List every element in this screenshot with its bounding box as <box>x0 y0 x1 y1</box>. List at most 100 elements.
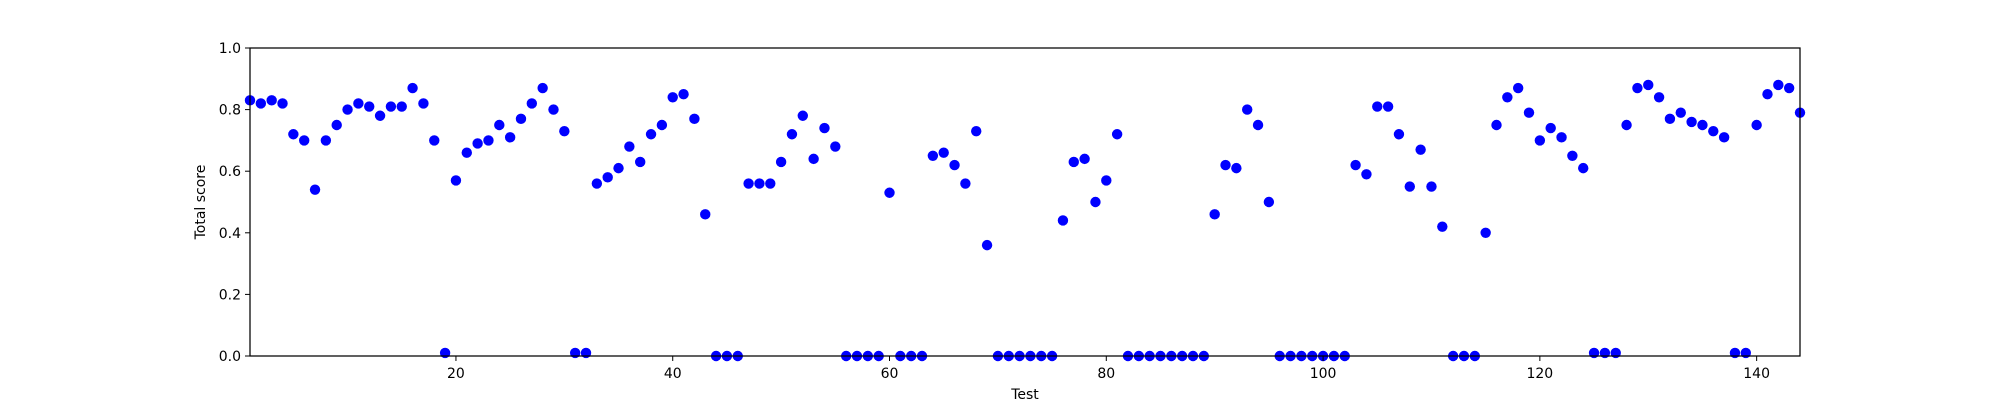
x-tick-label: 60 <box>881 366 899 382</box>
data-point <box>1773 79 1784 91</box>
data-point <box>971 125 982 137</box>
data-point <box>1751 119 1762 131</box>
data-point <box>1361 169 1372 180</box>
data-point <box>927 150 939 161</box>
data-point <box>1762 89 1773 100</box>
data-point <box>364 101 375 112</box>
data-point <box>1090 196 1101 208</box>
data-point <box>624 141 635 152</box>
x-axis-title: Test <box>1010 387 1039 400</box>
x-axis-ticks: 20 40 60 80 100 120 140 <box>447 356 1770 382</box>
data-point <box>255 98 267 109</box>
data-point <box>548 104 559 115</box>
x-tick-label: 40 <box>664 366 682 382</box>
data-point <box>331 119 342 131</box>
x-tick-label: 80 <box>1097 366 1115 382</box>
data-point <box>298 135 310 146</box>
data-point <box>277 98 288 109</box>
data-point <box>266 95 277 106</box>
data-point <box>830 141 841 152</box>
data-point <box>1382 101 1394 112</box>
data-point <box>1057 215 1069 226</box>
data-point <box>494 119 505 131</box>
data-point <box>1372 101 1383 112</box>
data-point <box>775 156 787 168</box>
data-point <box>1675 107 1686 118</box>
data-point <box>374 110 386 121</box>
data-point <box>754 178 765 189</box>
data-point <box>309 184 321 195</box>
data-point <box>1578 162 1589 174</box>
data-point <box>960 178 971 189</box>
y-tick-label: 1.0 <box>219 41 241 57</box>
data-point <box>700 209 711 220</box>
data-point <box>385 101 397 112</box>
data-point <box>765 178 776 189</box>
data-point <box>418 98 429 109</box>
data-point <box>1697 119 1708 131</box>
data-point <box>526 98 538 109</box>
data-point <box>407 82 418 94</box>
data-point <box>1220 159 1231 171</box>
data-point <box>786 129 798 140</box>
data-points <box>244 79 1806 362</box>
data-point <box>1686 116 1697 128</box>
data-point <box>1480 227 1491 238</box>
data-point <box>1491 119 1502 131</box>
data-point <box>667 92 678 103</box>
data-point <box>1263 196 1275 208</box>
y-axis-title: Total score <box>193 165 209 241</box>
data-point <box>602 172 613 183</box>
data-point <box>515 113 527 125</box>
data-point <box>1653 92 1665 103</box>
x-tick-label: 100 <box>1310 366 1337 382</box>
data-point <box>678 89 689 100</box>
x-tick-label: 20 <box>447 366 465 382</box>
data-point <box>1523 107 1535 118</box>
data-point <box>1437 221 1448 232</box>
data-point <box>1567 150 1578 161</box>
data-point <box>559 125 570 137</box>
data-point <box>1664 113 1676 125</box>
data-point <box>396 101 407 112</box>
data-point <box>483 135 494 146</box>
data-point <box>429 135 440 146</box>
data-point <box>1426 181 1437 192</box>
data-point <box>342 104 353 115</box>
y-tick-label: 0.6 <box>219 164 241 180</box>
data-point <box>1718 132 1730 143</box>
data-point <box>743 178 754 189</box>
y-tick-label: 0.8 <box>219 103 241 119</box>
data-point <box>819 122 830 134</box>
data-point <box>1404 181 1415 192</box>
data-point <box>949 159 960 171</box>
data-point <box>1643 79 1654 91</box>
data-point <box>537 82 548 94</box>
data-point <box>450 175 462 186</box>
data-point <box>1545 122 1556 134</box>
y-axis-ticks: 0.0 0.2 0.4 0.6 0.8 1.0 <box>219 41 250 365</box>
x-tick-label: 120 <box>1526 366 1553 382</box>
y-tick-label: 0.4 <box>219 226 241 242</box>
data-point <box>288 129 299 140</box>
x-tick-label: 140 <box>1743 366 1770 382</box>
data-point <box>1534 135 1546 146</box>
data-point <box>1252 119 1264 131</box>
data-point <box>1512 82 1524 94</box>
data-point <box>981 239 993 251</box>
data-point <box>797 110 808 121</box>
data-point <box>1502 92 1513 103</box>
data-point <box>808 153 819 165</box>
data-point <box>1231 162 1242 174</box>
data-point <box>1621 119 1632 131</box>
data-point <box>1101 175 1112 186</box>
data-point <box>461 147 472 158</box>
data-point <box>635 156 646 168</box>
data-point <box>504 132 516 143</box>
data-point <box>884 187 895 198</box>
data-point <box>613 162 624 174</box>
data-point <box>1708 125 1719 137</box>
data-point <box>320 135 332 146</box>
data-point <box>1350 159 1361 171</box>
